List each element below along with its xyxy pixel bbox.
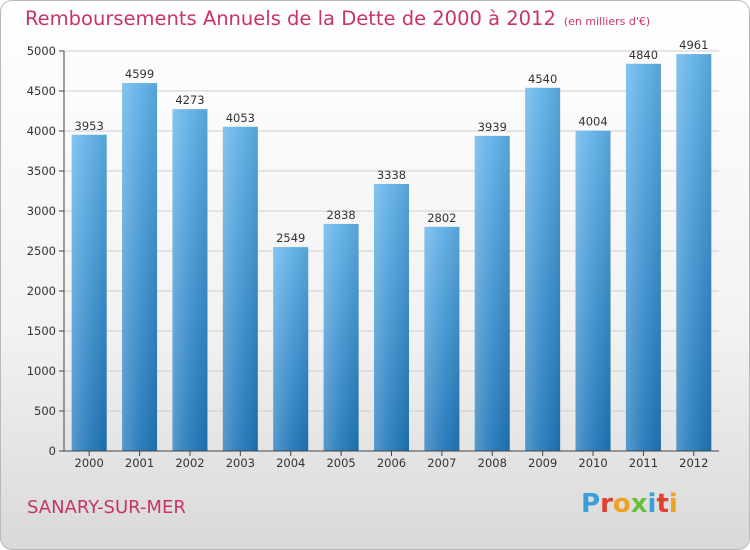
bar-shine [323, 223, 359, 451]
x-tick-label: 2007 [427, 456, 456, 470]
x-tick-label: 2010 [578, 456, 607, 470]
proxiti-logo: Proxiti [581, 489, 678, 519]
x-tick-label: 2006 [377, 456, 406, 470]
axis-layer: 0 500 1000 1500 2000 2500 3000 3500 4000 4500 5000… [27, 44, 719, 470]
y-tick-label: 4000 [27, 124, 56, 138]
bar-shine [625, 63, 661, 452]
logo-letter: i [668, 489, 678, 519]
bar-shine [273, 247, 309, 451]
x-tick-label: 2012 [679, 456, 708, 470]
y-tick-label: 1500 [27, 324, 56, 338]
bar-shine [374, 183, 409, 451]
y-tick-label: 0 [49, 444, 56, 458]
bar-shine [424, 226, 460, 451]
x-tick-label: 2011 [629, 456, 658, 470]
y-tick-label: 4500 [27, 84, 56, 98]
town-name: SANARY-SUR-MER [27, 497, 186, 518]
y-tick-label: 5000 [27, 44, 56, 58]
bar-shine [676, 54, 712, 452]
bar-shine [172, 109, 208, 451]
data-label: 4961 [679, 38, 708, 52]
data-label: 4273 [175, 93, 204, 107]
data-label: 4540 [528, 72, 557, 86]
logo-letter: x [630, 489, 648, 519]
data-label: 2549 [276, 231, 305, 245]
data-label: 2838 [326, 208, 355, 222]
x-tick-label: 2005 [326, 456, 355, 470]
y-tick-label: 3000 [27, 204, 56, 218]
data-label: 3939 [478, 120, 507, 134]
logo-letter: t [656, 489, 669, 519]
y-tick-label: 3500 [27, 164, 56, 178]
bar-shine [525, 87, 561, 452]
x-tick-label: 2001 [125, 456, 154, 470]
bar-shine [575, 130, 611, 451]
logo-letter: P [581, 489, 601, 519]
y-tick-label: 2000 [27, 284, 56, 298]
x-tick-label: 2002 [175, 456, 204, 470]
x-tick-label: 2004 [276, 456, 305, 470]
data-label: 3338 [377, 168, 406, 182]
chart-title: Remboursements Annuels de la Dette de 20… [25, 7, 650, 30]
bar-chart: 3953 4599 4273 4053 2549 2838 3338 2802 3939 4540… [27, 38, 719, 470]
bar-layer: 3953 4599 4273 4053 2549 2838 3338 2802 3939 4540… [71, 38, 712, 452]
x-tick-label: 2003 [226, 456, 255, 470]
y-tick-label: 2500 [27, 244, 56, 258]
unit-note: (en milliers d'€) [563, 15, 651, 28]
bar-shine [474, 135, 510, 451]
data-label: 3953 [75, 119, 104, 133]
data-label: 4004 [578, 115, 607, 129]
bar-shine [122, 83, 158, 451]
bar-shine [71, 134, 107, 451]
x-tick-label: 2000 [75, 456, 104, 470]
logo-letter: r [600, 489, 613, 519]
x-tick-label: 2009 [528, 456, 557, 470]
logo-letter: i [647, 489, 657, 519]
chart-title-text: Remboursements Annuels de la Dette de 20… [25, 7, 556, 30]
y-tick-label: 500 [34, 404, 56, 418]
data-label: 4840 [629, 48, 658, 62]
data-label: 4053 [226, 111, 255, 125]
data-label: 2802 [427, 211, 456, 225]
data-label: 4599 [125, 67, 154, 81]
bar-shine [222, 126, 258, 451]
x-tick-label: 2008 [478, 456, 507, 470]
logo-letter: o [612, 489, 631, 519]
y-tick-label: 1000 [27, 364, 56, 378]
